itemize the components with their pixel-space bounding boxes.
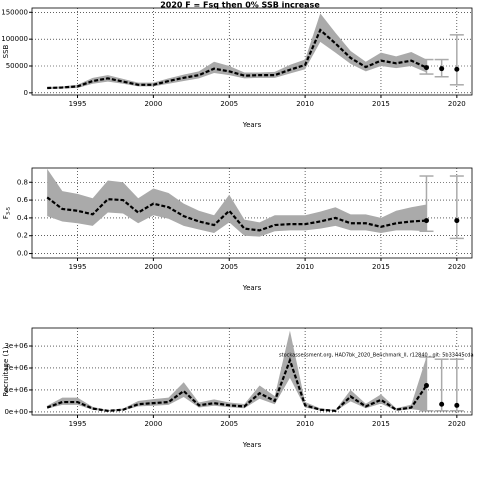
annotation: stockassessment.org, HAD7bk_2020_Benchma… (279, 353, 474, 359)
x-axis-label: Years (242, 441, 262, 449)
forecast-point (454, 66, 460, 72)
y-axis-label-subscript: 3-5 (6, 207, 12, 215)
x-tick-label: 2005 (220, 263, 238, 271)
estimate-line (47, 28, 427, 90)
y-axis-label: F3-5 (2, 207, 12, 219)
y-axis-label-main: Recruitage (1) (2, 346, 10, 396)
y-tick-label: 0e+00 (4, 408, 28, 416)
x-tick-label: 2020 (448, 263, 466, 271)
estimate-line (46, 357, 428, 412)
x-tick-label: 2015 (372, 420, 390, 428)
forecast-point (454, 218, 460, 224)
plot-frame (31, 7, 473, 96)
chart-title: 2020 F = Fsq then 0% SSB increase (160, 1, 320, 10)
y-axis-label: SSB (2, 44, 10, 58)
forecast-point (423, 383, 429, 389)
x-tick-label: 2005 (220, 420, 238, 428)
y-tick-label: 0.2 (17, 232, 28, 240)
x-tick-label: 2020 (448, 420, 466, 428)
forecast-point (439, 66, 445, 72)
y-axis-label-main: SSB (2, 44, 10, 58)
y-tick-label: 50000 (6, 62, 28, 70)
x-tick-label: 2015 (372, 263, 390, 271)
forecast-point (439, 401, 445, 407)
x-tick-label: 2010 (296, 420, 314, 428)
y-tick-label: 150000 (1, 8, 28, 16)
x-tick-label: 2000 (144, 100, 162, 108)
plot-frame (31, 327, 473, 416)
y-tick-label: 3e+06 (4, 342, 28, 350)
forecast-point (454, 402, 460, 408)
x-tick-label: 1995 (69, 100, 87, 108)
x-axis-label: Years (242, 121, 262, 129)
error-bar (449, 34, 464, 86)
forecast-point (423, 218, 429, 224)
y-tick-label: 0 (24, 89, 28, 97)
y-tick-label: 2e+06 (4, 364, 28, 372)
y-tick-label: 0.8 (17, 178, 28, 186)
estimate-line (46, 196, 427, 232)
error-bar (449, 175, 464, 240)
confidence-band (47, 13, 427, 90)
y-axis-label-main: F (2, 215, 10, 219)
x-tick-label: 1995 (69, 263, 87, 271)
y-tick-label: 0.6 (17, 196, 29, 204)
x-tick-label: 2010 (296, 100, 314, 108)
confidence-band (47, 330, 427, 412)
y-tick-label: 100000 (1, 35, 28, 43)
x-axis-label: Years (242, 284, 262, 292)
x-tick-label: 2015 (372, 100, 390, 108)
x-tick-label: 2005 (220, 100, 238, 108)
y-tick-label: 1e+06 (4, 386, 28, 394)
y-tick-label: 0.4 (17, 214, 29, 222)
plot-area (32, 168, 472, 258)
x-tick-label: 2000 (144, 420, 162, 428)
forecast-point (423, 65, 429, 71)
y-tick-label: 0.0 (17, 250, 28, 258)
x-tick-label: 2020 (448, 100, 466, 108)
plot-frame (31, 167, 473, 259)
x-tick-label: 1995 (69, 420, 87, 428)
x-tick-label: 2010 (296, 263, 314, 271)
plot-area (32, 328, 472, 415)
plot-area (32, 8, 472, 95)
y-axis-label: Recruitage (1) (2, 346, 10, 396)
error-bar (449, 358, 464, 412)
x-tick-label: 2000 (144, 263, 162, 271)
